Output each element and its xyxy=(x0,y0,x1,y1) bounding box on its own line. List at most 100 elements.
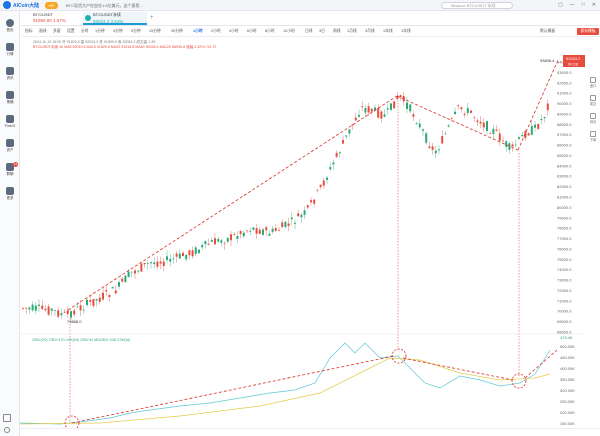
toolbar-item[interactable]: 6小时 xyxy=(247,29,257,33)
right-tool-panel: 盘口 成交 持仓 下单 xyxy=(586,37,600,157)
price-tick-label: 88000.0 xyxy=(557,122,572,127)
toolbar-item[interactable]: 8小时 xyxy=(265,29,275,33)
candle-body xyxy=(114,290,117,294)
toolbar-item[interactable]: 指标 xyxy=(25,29,33,33)
toolbar-item[interactable]: 30分钟 xyxy=(171,29,183,33)
candle-body xyxy=(518,137,520,139)
candle-body xyxy=(348,129,351,134)
right-tool-orderbook[interactable]: 盘口 xyxy=(587,77,599,88)
change-value: 1.57% xyxy=(53,18,66,23)
toolbar-item[interactable]: 1年线 xyxy=(401,29,411,33)
candle-body xyxy=(425,133,428,143)
title-bar: AICoin大陆 VIP BTC现货大户在加仓1.6亿美元，这个意思… ⌕ Bi… xyxy=(0,0,600,11)
search-input[interactable]: Binance BTC/USDT 永续 xyxy=(441,2,513,9)
right-tool-position[interactable]: 持仓 xyxy=(587,113,599,124)
sidebar-item-market[interactable]: 行情 xyxy=(0,43,20,57)
sidebar-item-label: 更多 xyxy=(6,196,14,200)
toolbar-item[interactable]: 3分钟 xyxy=(113,29,123,33)
toolbar-item[interactable]: 1年线 xyxy=(383,29,393,33)
help-icon[interactable] xyxy=(4,427,10,433)
price-tick-label: 70000.0 xyxy=(557,309,572,314)
candle-body xyxy=(124,275,127,283)
change-value: 3.64% xyxy=(110,19,124,24)
candle-body xyxy=(44,308,47,311)
sidebar-item-news[interactable]: 资讯 xyxy=(0,67,20,81)
candle-body xyxy=(73,310,76,315)
right-tool-order[interactable]: 下单 xyxy=(587,131,599,142)
toolbar-item[interactable]: 多窗 xyxy=(53,29,61,33)
candle-body xyxy=(175,253,178,257)
toolbar-item[interactable]: 12小时 xyxy=(283,29,295,33)
strategy-icon xyxy=(6,91,14,99)
candle-body xyxy=(82,309,85,311)
price-tick-label: 76000.0 xyxy=(557,246,572,251)
sidebar-item-strategy[interactable]: 策略 xyxy=(0,91,20,105)
price-tick-label: 68000.0 xyxy=(557,330,572,335)
sidebar-item-home[interactable]: 首页 xyxy=(0,19,20,33)
minimize-icon[interactable]: — xyxy=(569,2,575,8)
toolbar-item[interactable]: 日线 xyxy=(305,29,313,33)
news-ticker[interactable]: BTC现货大户在加仓1.6亿美元，这个意思… xyxy=(66,3,144,8)
toolbar-item[interactable]: 2小时 xyxy=(211,29,221,33)
candle-body xyxy=(530,125,533,135)
candle-body xyxy=(233,234,236,235)
candle-body xyxy=(306,205,309,208)
price-value: 92024.2 xyxy=(93,19,110,24)
right-tool-trades[interactable]: 成交 xyxy=(587,95,599,106)
price-tick-label: 90000.0 xyxy=(557,101,572,106)
close-icon[interactable]: ✕ xyxy=(591,2,596,8)
toolbar-item[interactable]: 5分钟 xyxy=(131,29,141,33)
price-tick-label: 83000.0 xyxy=(557,174,572,179)
candle-body xyxy=(313,199,316,204)
add-tab-icon[interactable]: + xyxy=(150,15,154,21)
toolbar-item[interactable]: 1月线 xyxy=(347,29,357,33)
toolbar-item[interactable]: 3月线 xyxy=(365,29,375,33)
toolbar-item[interactable]: 3日 xyxy=(319,29,325,33)
candle-body xyxy=(98,297,101,302)
sidebar-item-more[interactable]: 更多 xyxy=(0,187,20,201)
candlestick-chart[interactable]: 94000.093000.092000.091000.090000.089000… xyxy=(20,38,585,436)
toolbar-item[interactable]: 周线 xyxy=(333,29,341,33)
position-icon xyxy=(590,113,596,119)
candle-body xyxy=(34,305,37,311)
settings-icon[interactable] xyxy=(3,414,11,422)
candle-body xyxy=(89,300,92,302)
sidebar-item-label: 首页 xyxy=(6,28,14,32)
toolbar-item[interactable]: 1分钟 xyxy=(95,29,105,33)
sidebar-item-label: 资讯 xyxy=(6,76,14,80)
sidebar-item-chat[interactable]: 11 群聊 xyxy=(0,162,20,177)
obv-tick-label: 500.00K xyxy=(560,344,575,349)
obv-tick-label: 250.00K xyxy=(560,399,575,404)
candle-body xyxy=(319,184,322,187)
toolbar-item[interactable]: 1小时 xyxy=(193,29,203,33)
maximize-icon[interactable]: □ xyxy=(581,2,585,8)
candle-body xyxy=(406,102,408,109)
sidebar-item-pine[interactable]: Pine/O xyxy=(0,115,20,128)
toolbar-item[interactable]: 画线 xyxy=(39,29,47,33)
toolbar-item[interactable]: 4小时 xyxy=(229,29,239,33)
candle-body xyxy=(498,133,501,141)
obv-tick-label: 400.00K xyxy=(560,366,575,371)
app-logo[interactable]: AICoin大陆 xyxy=(3,1,39,9)
toolbar-item[interactable]: 分时 xyxy=(81,29,89,33)
save-template-button[interactable]: 保存模板 xyxy=(577,28,599,35)
candle-body xyxy=(473,117,476,118)
trend-arrow-up-2 xyxy=(517,59,559,151)
tab-btc-perp[interactable]: BTC/USDT永续 92024.2 3.64% xyxy=(83,12,147,25)
right-tool-label: 下单 xyxy=(589,138,597,142)
price-tick-label: 82000.0 xyxy=(557,184,572,189)
toolbar-item[interactable]: 15分钟 xyxy=(149,29,161,33)
candle-body xyxy=(95,299,98,301)
obv-tick-label: 300.00K xyxy=(560,388,575,393)
screen-icon[interactable]: ▢ xyxy=(558,2,563,8)
candle-body xyxy=(25,307,28,309)
template-label[interactable]: 默认模板 xyxy=(540,29,556,33)
current-price-time: 00:28 xyxy=(568,62,579,67)
candle-body xyxy=(460,107,463,110)
order-icon xyxy=(590,131,596,137)
vip-badge[interactable]: VIP xyxy=(45,2,58,9)
price-tick-label: 79000.0 xyxy=(557,215,572,220)
sidebar-item-asset[interactable]: 资产 xyxy=(0,139,20,153)
toolbar-item[interactable]: 设置 xyxy=(67,29,75,33)
tab-btc-spot[interactable]: BTC/USDT 91950.90 1.57% xyxy=(23,12,83,25)
